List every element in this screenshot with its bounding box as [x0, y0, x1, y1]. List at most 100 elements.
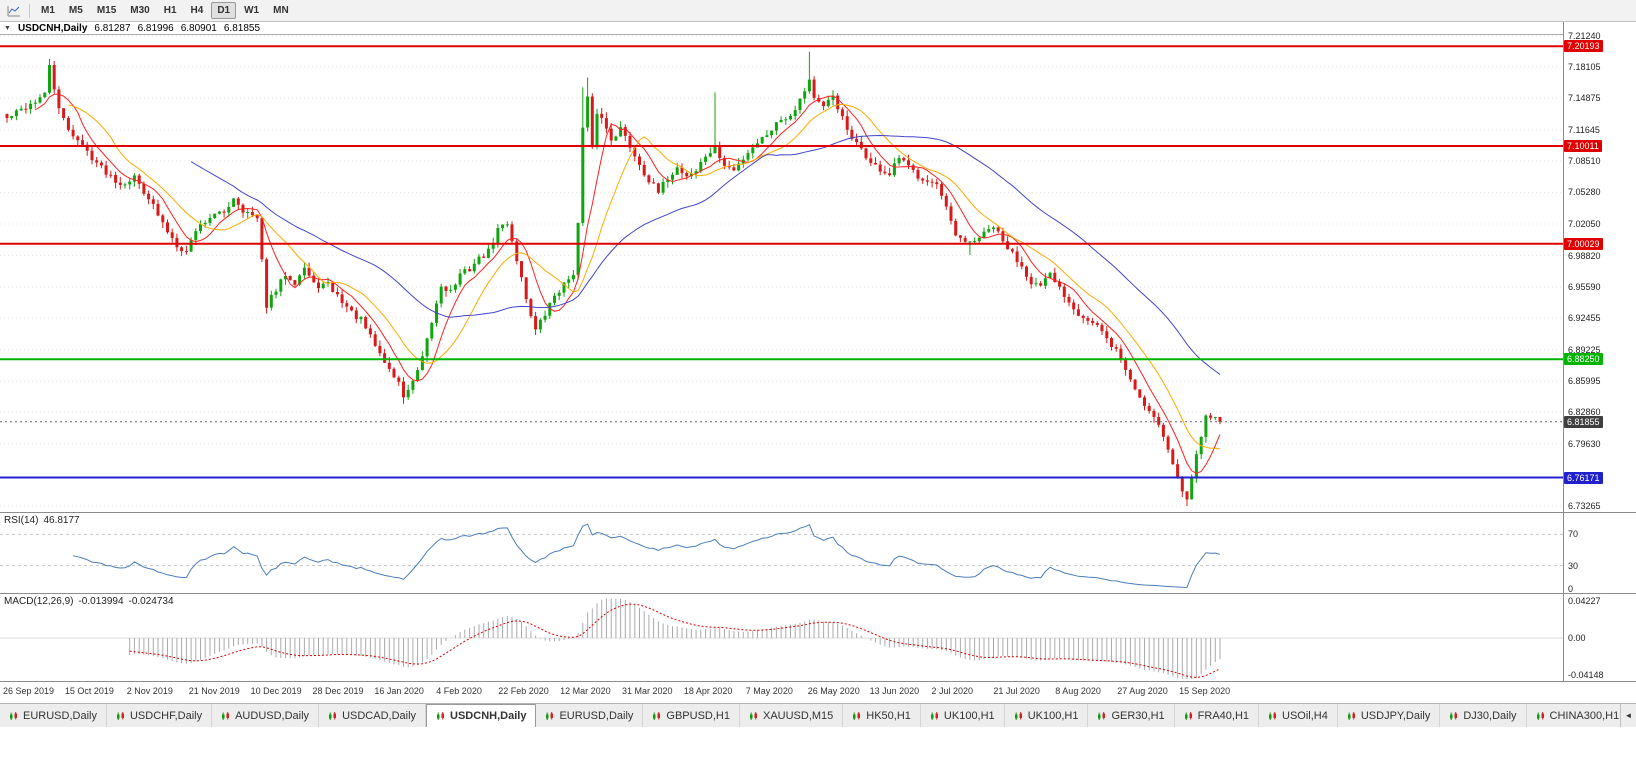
timeframes-toolbar: M1 M5 M15 M30 H1 H4 D1 W1 MN — [0, 0, 1636, 22]
date-label: 28 Dec 2019 — [312, 686, 364, 696]
price-tick-7.18105: 7.18105 — [1568, 61, 1601, 72]
date-label: 27 Aug 2020 — [1117, 686, 1168, 696]
date-label: 15 Sep 2020 — [1179, 686, 1231, 696]
chart-tab-ger30-h1[interactable]: GER30,H1 — [1088, 704, 1175, 727]
ma-line-40 — [190, 134, 1221, 375]
tab-chart-icon — [1450, 711, 1458, 720]
ohlc-close-value: 6.81855 — [223, 22, 261, 34]
chevron-down-icon[interactable]: ▼ — [4, 24, 11, 32]
date-axis-corner — [1563, 682, 1635, 703]
date-label: 18 Apr 2020 — [683, 686, 733, 696]
tab-chart-icon — [749, 711, 757, 720]
price-tick-6.85995: 6.85995 — [1568, 376, 1601, 387]
chart-tab-hk50-h1[interactable]: HK50,H1 — [843, 704, 921, 727]
tab-chart-icon — [1269, 711, 1277, 720]
date-label: 16 Jan 2020 — [374, 686, 424, 696]
chart-tab-uk100-h1[interactable]: UK100,H1 — [1004, 704, 1089, 727]
main-chart-canvas[interactable] — [0, 22, 1563, 512]
chart-tab-china300-h1[interactable]: CHINA300,H1 — [1526, 704, 1630, 727]
timeframe-button-mn[interactable]: MN — [273, 5, 289, 16]
tab-label: EURUSD,Daily — [23, 709, 97, 722]
date-label: 26 Sep 2019 — [3, 686, 55, 696]
macd-plot[interactable]: MACD(12,26,9) -0.013994 -0.024734 — [0, 594, 1563, 681]
timeframe-button-h1[interactable]: H1 — [163, 5, 177, 16]
timeframe-button-d1[interactable]: D1 — [211, 2, 237, 19]
chart-tab-fra40-h1[interactable]: FRA40,H1 — [1174, 704, 1260, 727]
tab-chart-icon — [329, 711, 337, 720]
panel-separator — [0, 512, 1636, 513]
tab-label: GER30,H1 — [1111, 709, 1165, 722]
rsi-tick-0: 0 — [1568, 584, 1574, 594]
chart-tab-gbpusd-h1[interactable]: GBPUSD,H1 — [643, 704, 740, 727]
panel-separator — [0, 593, 1636, 594]
tab-label: UK100,H1 — [943, 709, 995, 722]
chart-tab-usdcad-daily[interactable]: USDCAD,Daily — [319, 704, 427, 727]
ohlc-low-value: 6.80901 — [180, 22, 217, 34]
chart-tab-dj30-daily[interactable]: DJ30,Daily — [1440, 704, 1527, 727]
rsi-label: RSI(14) 46.8177 — [4, 515, 80, 526]
date-label: 22 Feb 2020 — [498, 686, 549, 696]
chart-tab-eurusd-daily[interactable]: EURUSD,Daily — [0, 704, 107, 727]
chart-tab-usdchf-daily[interactable]: USDCHF,Daily — [106, 704, 213, 727]
timeframe-button-h4[interactable]: H4 — [190, 5, 204, 16]
timeframe-button-w1[interactable]: W1 — [244, 5, 260, 16]
tab-chart-icon — [1347, 711, 1355, 720]
date-axis: 26 Sep 2019 15 Oct 2019 2 Nov 2019 21 Nov 2… — [0, 682, 1563, 703]
macd-main-value: -0.013994 — [78, 596, 124, 607]
date-label: 2 Nov 2019 — [126, 686, 173, 696]
rsi-canvas[interactable] — [0, 513, 1563, 593]
date-label: 12 Mar 2020 — [560, 686, 611, 696]
tab-label: DJ30,Daily — [1463, 709, 1517, 722]
date-label: 10 Dec 2019 — [250, 686, 302, 696]
rsi-tick-30: 30 — [1568, 560, 1579, 571]
tab-chart-icon — [653, 711, 661, 720]
toolbar-separator — [29, 3, 30, 18]
price-badge-6.81855: 6.81855 — [1564, 415, 1603, 428]
chart-tab-audusd-daily[interactable]: AUDUSD,Daily — [212, 704, 320, 727]
tab-chart-icon — [930, 711, 938, 720]
chart-tab-uk100-h1[interactable]: UK100,H1 — [920, 704, 1005, 727]
tab-chart-icon — [853, 711, 861, 720]
timeframe-button-m30[interactable]: M30 — [130, 5, 150, 16]
rsi-line — [72, 523, 1221, 588]
tab-label: EURUSD,Daily — [559, 709, 634, 722]
price-badge-6.88250: 6.88250 — [1564, 353, 1603, 366]
tab-chart-icon — [1098, 711, 1106, 720]
chart-tab-eurusd-daily[interactable]: EURUSD,Daily — [536, 704, 644, 727]
bottom-filler — [0, 727, 1636, 764]
chart-tab-xauusd-m15[interactable]: XAUUSD,M15 — [739, 704, 844, 727]
price-tick-6.82860: 6.82860 — [1568, 407, 1601, 417]
tab-chart-icon — [1014, 711, 1022, 720]
chart-tab-usdjpy-daily[interactable]: USDJPY,Daily — [1337, 704, 1441, 727]
symbol-label: USDCNH,Daily — [17, 22, 88, 34]
grid-layer — [0, 35, 1563, 507]
rsi-plot[interactable]: RSI(14) 46.8177 — [0, 513, 1563, 593]
tab-scroll-left-button[interactable]: ◄ — [1620, 704, 1636, 727]
macd-canvas[interactable] — [0, 594, 1563, 681]
main-chart-plot[interactable]: ▼ USDCNH,Daily 6.81287 6.81996 6.80901 6… — [0, 22, 1563, 512]
macd-name: MACD(12,26,9) — [4, 596, 74, 607]
macd-histogram — [129, 598, 1221, 679]
rsi-panel-row: RSI(14) 46.8177 70 30 0 — [0, 513, 1636, 594]
rsi-value: 46.8177 — [43, 515, 80, 526]
chart-tab-usoil-h4[interactable]: USOil,H4 — [1259, 704, 1338, 727]
macd-label: MACD(12,26,9) -0.013994 -0.024734 — [4, 596, 174, 607]
macd-signal-line — [129, 603, 1221, 678]
tab-label: USDCNH,Daily — [450, 710, 527, 722]
date-label: 15 Oct 2019 — [64, 686, 114, 696]
tab-chart-icon — [437, 712, 445, 720]
price-tick-6.79630: 6.79630 — [1568, 438, 1601, 449]
candles-layer — [5, 51, 1222, 506]
tab-chart-icon — [10, 711, 17, 720]
price-tick-6.92455: 6.92455 — [1568, 313, 1601, 323]
date-axis-row: 26 Sep 2019 15 Oct 2019 2 Nov 2019 21 Nov 2… — [0, 681, 1636, 703]
symbol-strip: ▼ USDCNH,Daily 6.81287 6.81996 6.80901 6… — [0, 22, 1563, 35]
tab-label: FRA40,H1 — [1197, 709, 1250, 722]
chart-toolbar-icon[interactable] — [4, 4, 24, 18]
date-label: 21 Jul 2020 — [993, 686, 1040, 696]
chart-tab-usdcnh-daily[interactable]: USDCNH,Daily — [426, 704, 537, 727]
timeframe-button-m1[interactable]: M1 — [41, 5, 55, 16]
timeframe-button-m5[interactable]: M5 — [68, 5, 83, 16]
timeframe-button-m15[interactable]: M15 — [96, 5, 117, 16]
tab-chart-icon — [222, 711, 230, 720]
